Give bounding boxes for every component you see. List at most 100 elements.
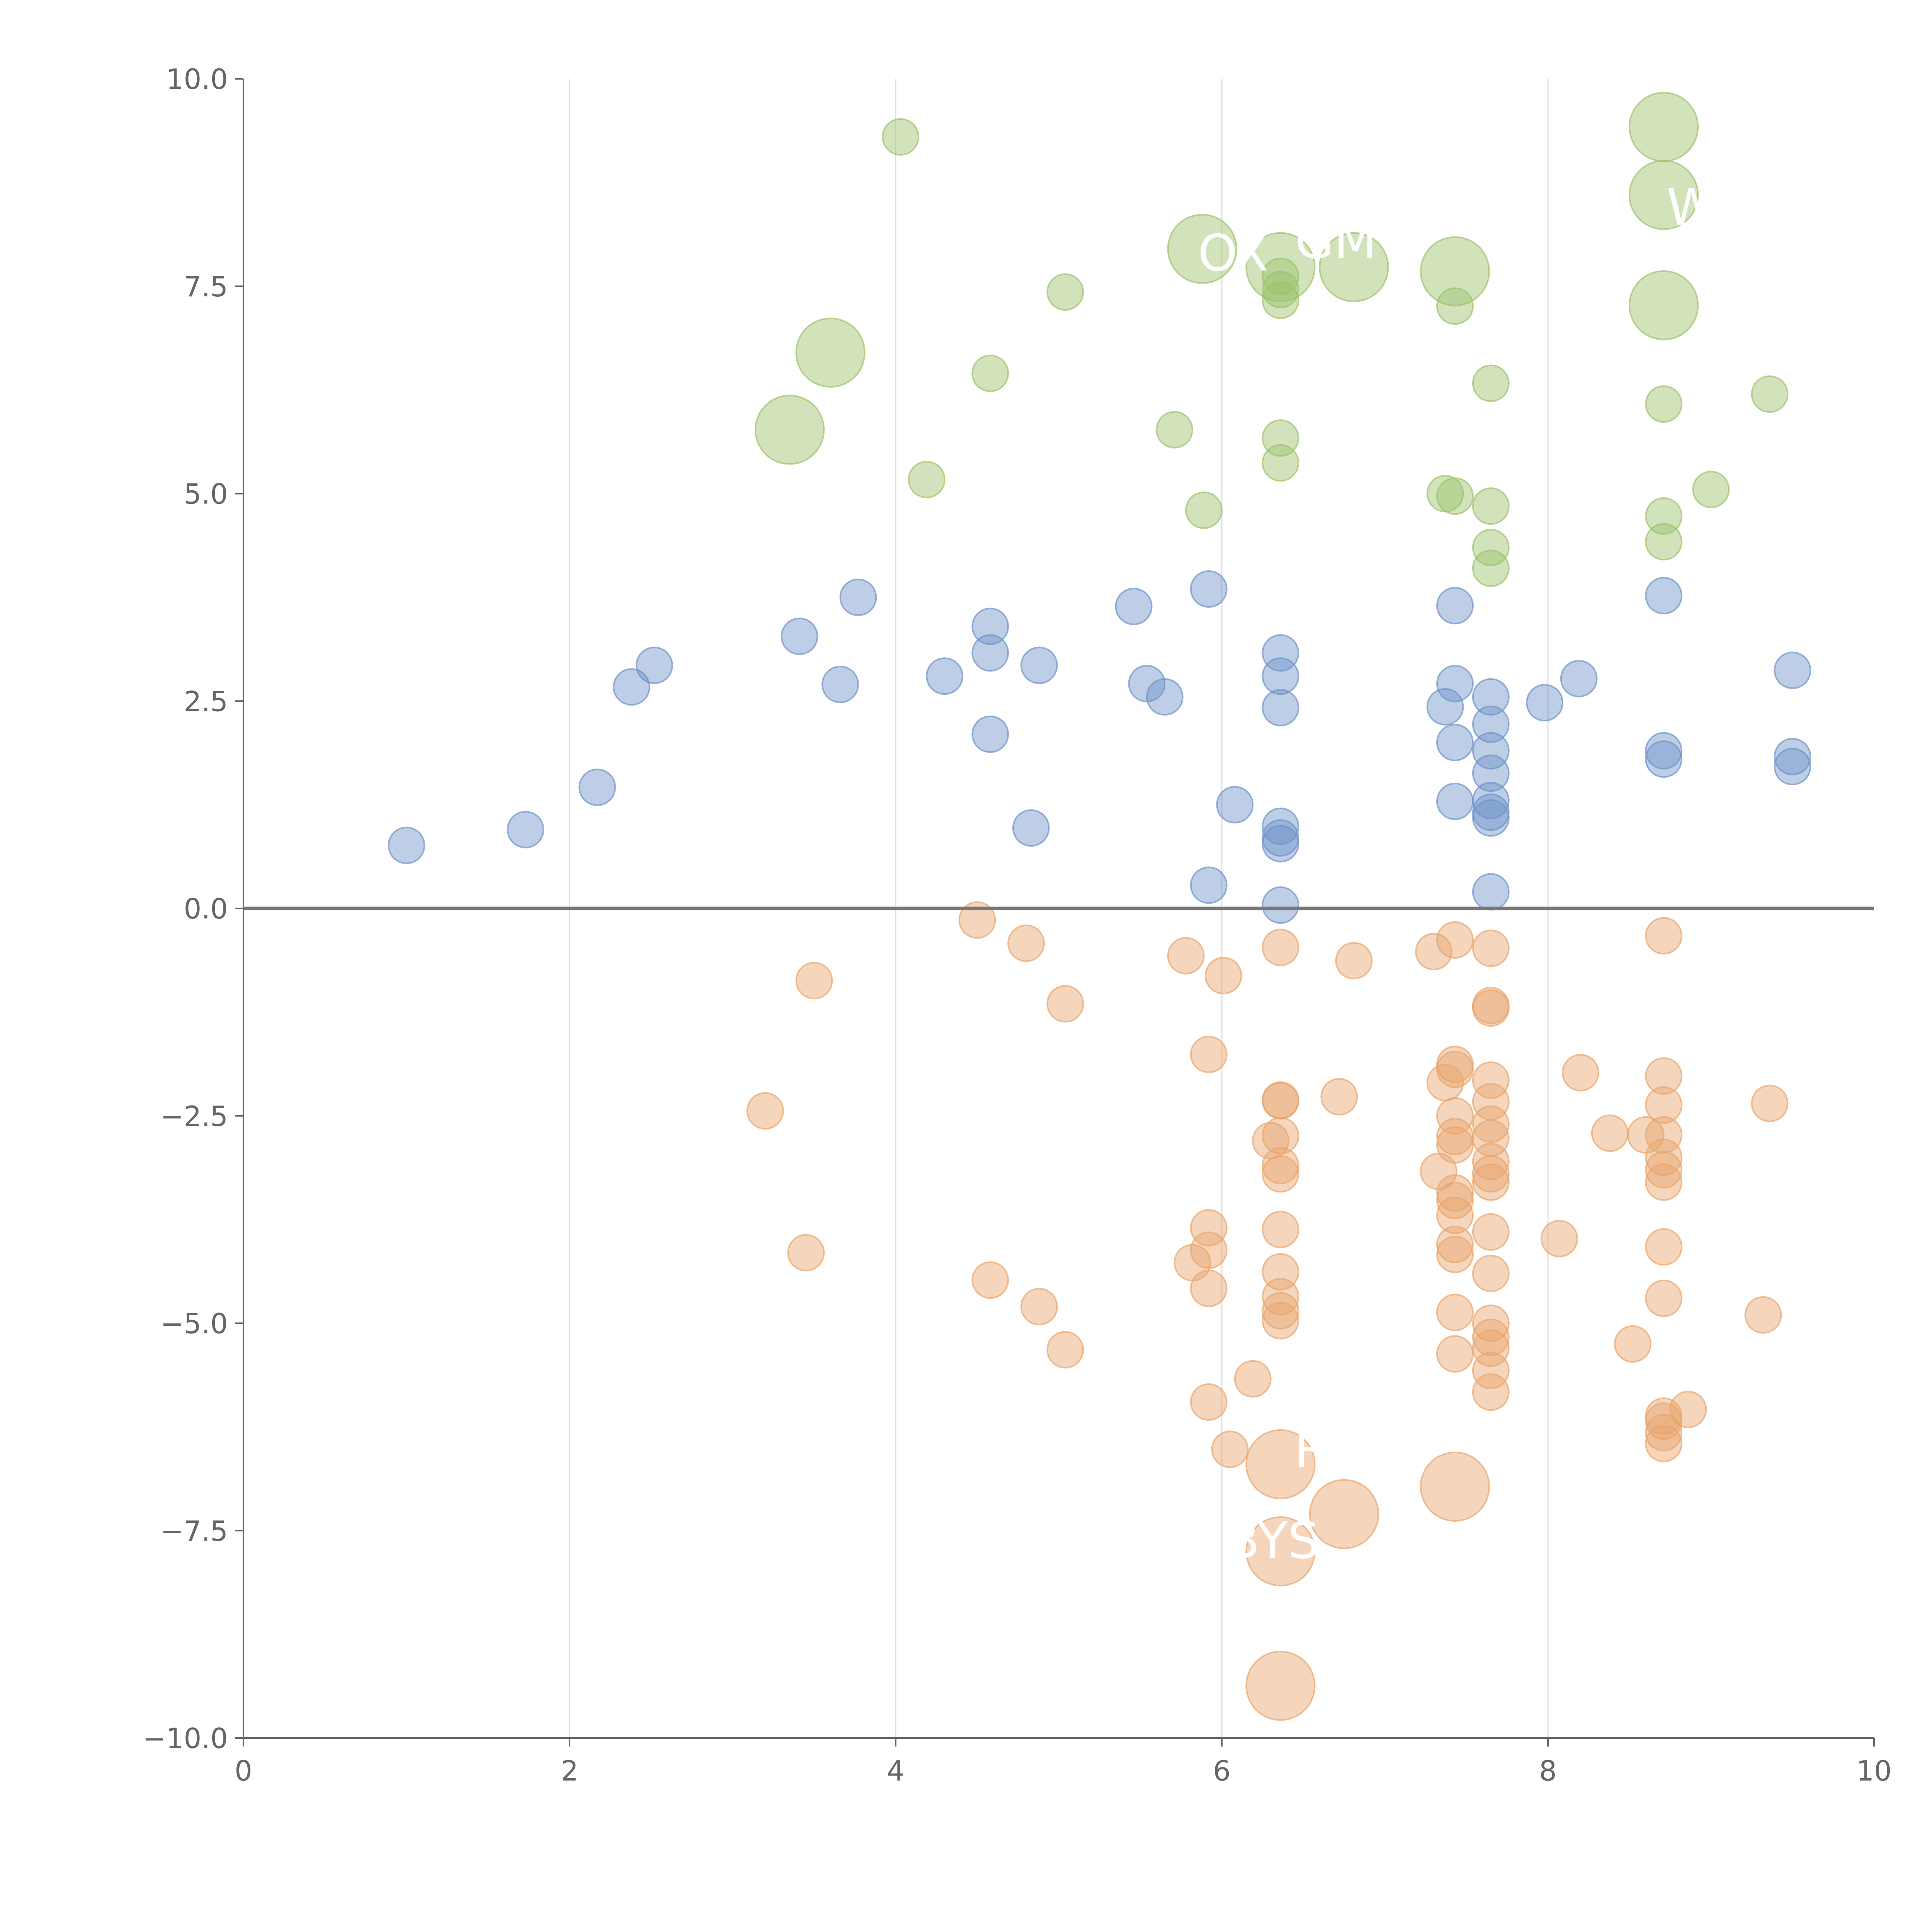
data-point-high — [1167, 214, 1237, 284]
data-point-middle — [1262, 634, 1299, 672]
data-point-low — [1472, 1143, 1510, 1180]
y-tick-label: 7.5 — [184, 270, 228, 303]
data-point-low — [1472, 929, 1510, 967]
point-labels: OX GM W R BYS — [1198, 178, 1716, 1570]
data-point-low — [1234, 1360, 1272, 1398]
data-point-low — [1262, 1082, 1299, 1120]
y-axis-ticks: 10.0 7.5 5.0 2.5 0.0 −2.5 −5.0 −7.5 −10.0 — [143, 63, 243, 1755]
data-point-high — [1692, 471, 1730, 509]
data-point-low — [1211, 1430, 1249, 1468]
x-tick-label: 0 — [235, 1755, 252, 1787]
data-point-high — [1262, 270, 1299, 308]
data-point-low — [1472, 1318, 1510, 1356]
data-point-middle — [1020, 646, 1058, 684]
data-point-low — [1309, 1479, 1379, 1549]
data-point-middle — [636, 646, 673, 684]
data-point-middle — [1262, 689, 1299, 726]
data-point-high — [1046, 273, 1084, 311]
data-point-low — [1335, 942, 1373, 980]
data-point-high — [1629, 160, 1699, 230]
x-tick-label: 2 — [561, 1755, 578, 1787]
data-point-middle — [388, 827, 425, 864]
data-point-middle — [578, 769, 616, 806]
data-point-low — [1167, 937, 1205, 975]
data-point-middle — [1115, 588, 1153, 625]
data-point-low — [1472, 1163, 1510, 1201]
data-point-low — [1645, 1279, 1683, 1317]
x-tick-label: 10 — [1856, 1755, 1892, 1787]
data-point-low — [1436, 1226, 1474, 1263]
data-point-middle — [1190, 570, 1228, 608]
data-point-low — [958, 901, 996, 939]
data-point-middle — [1645, 732, 1683, 770]
data-point-high — [971, 354, 1009, 392]
data-point-low — [1645, 917, 1683, 955]
data-point-middle — [1472, 873, 1510, 911]
data-point-low — [1472, 1255, 1510, 1293]
data-point-low — [1472, 1352, 1510, 1389]
data-point-high — [1645, 497, 1683, 535]
data-point-low — [1472, 1373, 1510, 1411]
y-tick-label: 0.0 — [184, 893, 228, 925]
y-tick-label: −10.0 — [143, 1722, 228, 1755]
data-point-low — [1190, 1383, 1228, 1421]
data-point-low — [1472, 1213, 1510, 1251]
data-point-low — [1436, 1051, 1474, 1088]
data-point-middle — [1436, 587, 1474, 624]
data-point-low — [1472, 989, 1510, 1027]
data-point-high — [1319, 232, 1389, 302]
data-point-low — [1645, 1414, 1683, 1452]
point-label: OX — [1198, 224, 1269, 282]
data-point-low — [1204, 957, 1242, 995]
data-point-low — [1190, 1231, 1228, 1269]
data-point-low — [1190, 1269, 1228, 1307]
data-point-low — [1614, 1325, 1651, 1363]
data-point-middle — [1012, 809, 1050, 847]
data-point-low — [1046, 985, 1084, 1023]
data-point-low — [1669, 1391, 1707, 1429]
data-point-low — [1046, 1331, 1084, 1369]
data-point-middle — [1146, 678, 1184, 716]
y-tick-label: −7.5 — [160, 1515, 228, 1547]
data-point-low — [1190, 1036, 1228, 1073]
data-point-low — [1751, 1085, 1789, 1122]
data-point-high — [1262, 444, 1299, 482]
data-point-middle — [781, 617, 818, 655]
data-point-low — [1420, 1153, 1458, 1190]
data-point-high — [1645, 523, 1683, 561]
data-point-middle — [1472, 732, 1510, 770]
data-point-high — [1436, 477, 1474, 515]
data-point-high — [1629, 92, 1699, 162]
y-tick-label: 10.0 — [166, 63, 228, 95]
data-point-low — [1645, 1228, 1683, 1266]
y-tick-label: −5.0 — [160, 1308, 228, 1340]
data-point-low — [1262, 1147, 1299, 1184]
data-point-low — [1245, 1651, 1316, 1721]
data-point-low — [1436, 1294, 1474, 1332]
data-point-high — [882, 118, 920, 156]
data-point-middle — [1645, 740, 1683, 778]
data-point-middle — [1472, 705, 1510, 743]
data-point-high — [1262, 281, 1299, 319]
data-point-low — [1645, 1402, 1683, 1440]
data-point-low — [1436, 1174, 1474, 1212]
data-point-high — [1472, 529, 1510, 566]
data-point-high — [1751, 375, 1789, 413]
data-point-low — [1436, 1097, 1474, 1135]
data-point-low — [1645, 1425, 1683, 1463]
y-tick-label: 5.0 — [184, 478, 228, 510]
data-point-high — [1185, 492, 1223, 529]
data-point-middle — [507, 811, 544, 849]
data-point-low — [1320, 1078, 1358, 1116]
data-point-low — [1436, 1182, 1474, 1219]
data-point-middle — [1216, 786, 1254, 824]
x-tick-label: 6 — [1213, 1755, 1231, 1787]
data-point-low — [1744, 1296, 1782, 1334]
data-point-low — [746, 1092, 784, 1130]
data-point-middle — [1262, 825, 1299, 862]
x-axis-ticks: 0 2 4 6 8 10 — [235, 1738, 1892, 1787]
data-point-middle — [1436, 782, 1474, 820]
data-point-low — [1645, 1151, 1683, 1189]
data-point-middle — [971, 715, 1009, 753]
